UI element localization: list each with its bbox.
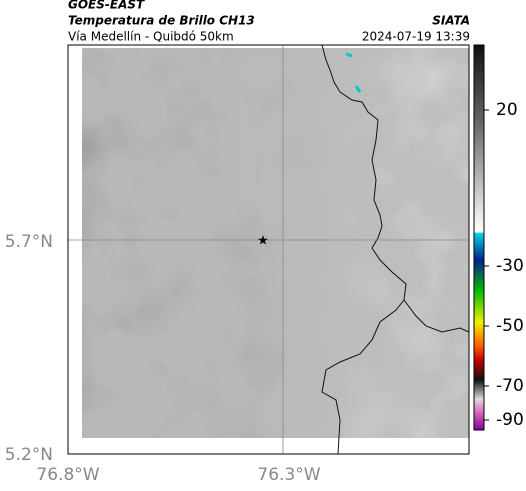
lon-label: 76.3°W <box>257 465 320 485</box>
colorbar-label: 20 <box>496 100 518 120</box>
colorbar-label: -70 <box>496 376 524 396</box>
colorbar-label: -90 <box>496 410 524 430</box>
subtitle: Vía Medellín - Quibdó 50km <box>68 30 234 44</box>
lat-label: 5.7°N <box>5 232 53 252</box>
border <box>321 299 405 455</box>
lon-label: 76.8°W <box>36 465 99 485</box>
header: GOES-EAST Temperatura de Brillo CH13 Vía… <box>68 0 470 44</box>
source: GOES-EAST <box>68 0 145 12</box>
cloud-texture <box>82 48 469 438</box>
colorbar-label: -50 <box>496 316 524 336</box>
title: Temperatura de Brillo CH13 <box>68 14 255 28</box>
cold-cloud <box>345 52 362 93</box>
map-frame <box>67 44 470 455</box>
colorbar-label: -30 <box>496 256 524 276</box>
map: ★ 5.7°N 5.2°N 76.8°W 76.3°W <box>5 44 470 485</box>
border <box>321 44 470 333</box>
colorbar: 20 -30 -50 -70 -90 <box>473 44 524 431</box>
agency: SIATA <box>432 14 470 28</box>
lat-label: 5.2°N <box>5 445 53 465</box>
colorbar-scale <box>473 44 485 431</box>
location-star: ★ <box>257 234 269 249</box>
datetime: 2024-07-19 13:39 <box>362 30 470 44</box>
